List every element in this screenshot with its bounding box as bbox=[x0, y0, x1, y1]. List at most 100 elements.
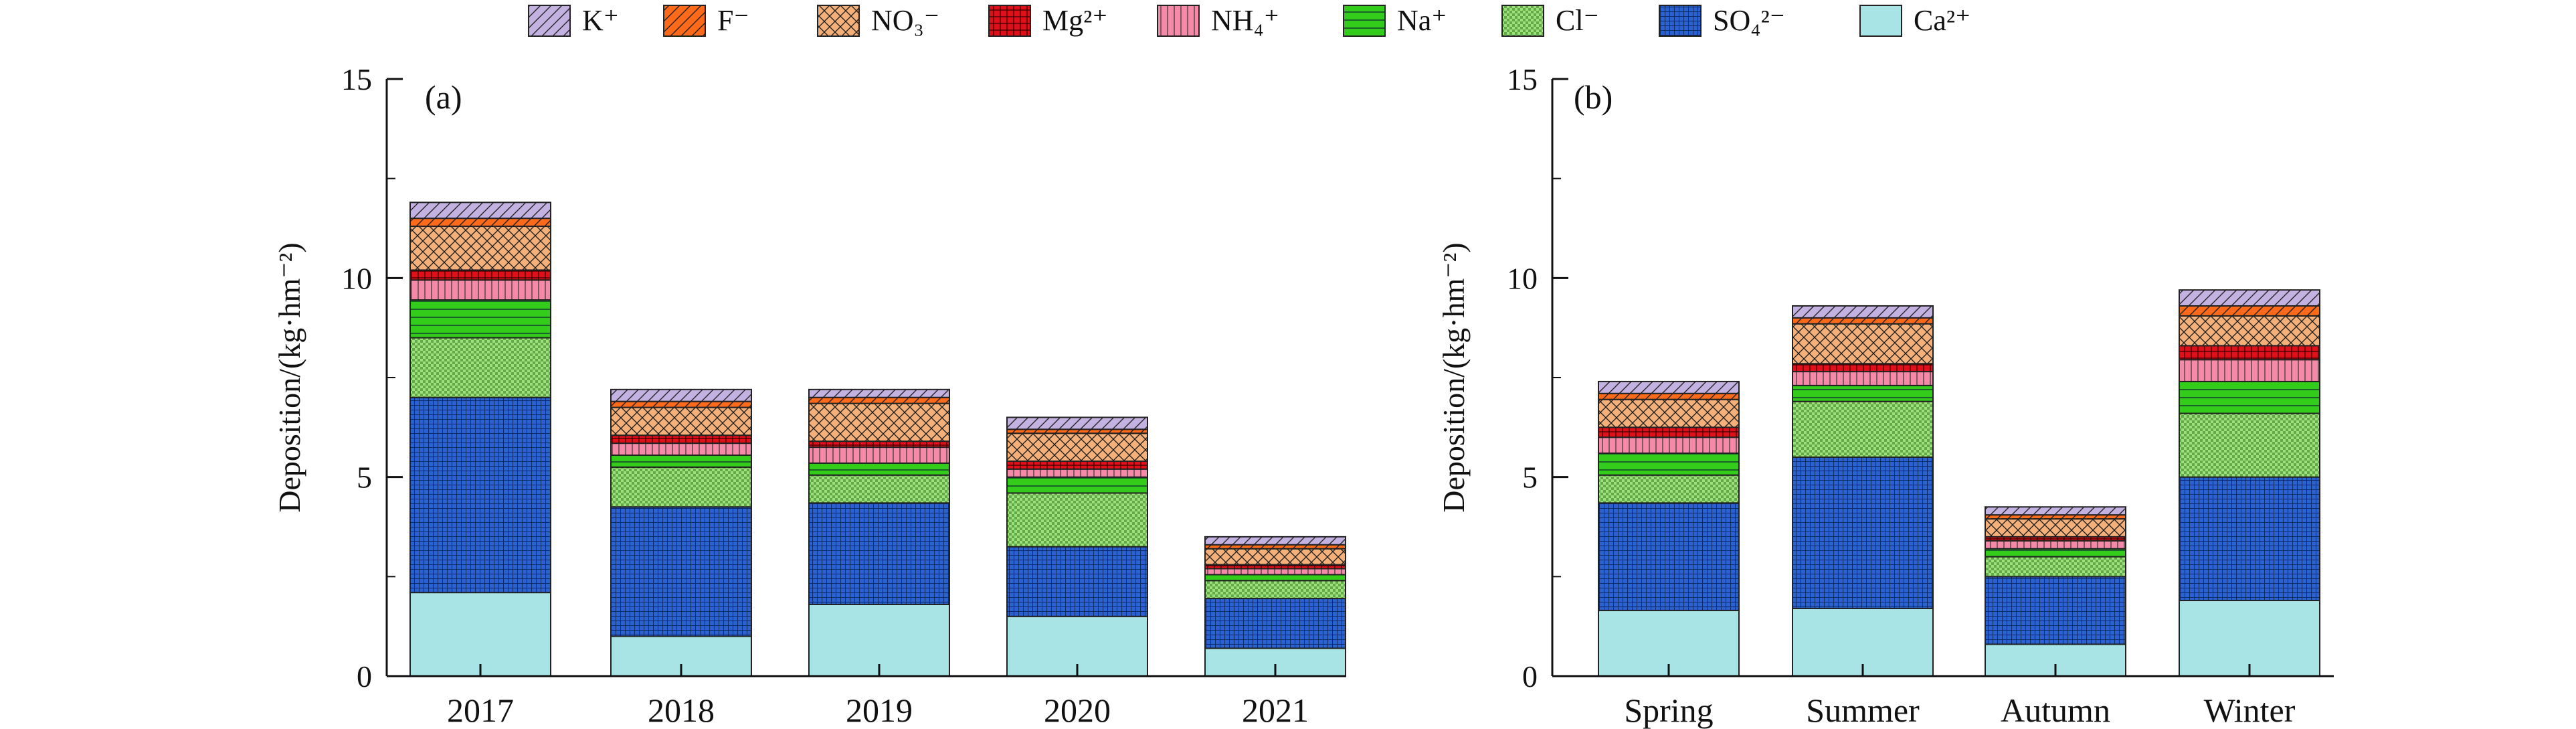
legend-swatch-cl bbox=[1501, 5, 1544, 37]
panel-a-xtick-label-2019: 2019 bbox=[846, 692, 913, 729]
panel-a-bar-2018-no3 bbox=[610, 406, 752, 436]
panel-b-bar-winter-so4 bbox=[2179, 476, 2320, 602]
legend-swatch-no3 bbox=[817, 5, 860, 37]
panel-a-bar-2019-na bbox=[808, 462, 950, 476]
panel-a-bar-2017-cl bbox=[409, 337, 551, 398]
panel-a-bar-2021-na bbox=[1204, 574, 1346, 582]
panel-a-bar-2018-cl bbox=[610, 466, 752, 508]
panel-b-bar-spring-mg bbox=[1598, 426, 1740, 438]
panel-b-bar-winter-no3 bbox=[2179, 315, 2320, 347]
legend-label-k: K⁺ bbox=[582, 4, 619, 37]
legend-label-ca: Ca²⁺ bbox=[1914, 4, 1970, 37]
panel-a-bar-2019-k bbox=[808, 388, 950, 398]
panel-a-bar-2020-mg bbox=[1006, 460, 1148, 470]
panel-a-bar-2020-so4 bbox=[1006, 546, 1148, 617]
legend-item-mg: Mg²⁺ bbox=[988, 4, 1108, 37]
panel-b-bar-spring-so4 bbox=[1598, 502, 1740, 611]
panel-b-ytick-label-5: 5 bbox=[1522, 461, 1538, 495]
legend-label-no3: NO₃⁻ bbox=[871, 4, 939, 37]
panel-b-bar-spring-no3 bbox=[1598, 398, 1740, 428]
panel-a-bar-2019-so4 bbox=[808, 502, 950, 605]
panel-a-bar-2018-f bbox=[610, 400, 752, 408]
panel-b-bars bbox=[1598, 289, 2320, 677]
panel-b-xtick-label-autumn: Autumn bbox=[2001, 692, 2110, 729]
panel-a-bar-2019-cl bbox=[808, 474, 950, 504]
panel-a-ytick-label-15: 15 bbox=[341, 62, 372, 96]
panel-b-bar-summer-no3 bbox=[1792, 323, 1934, 365]
panel-b-bar-summer-f bbox=[1792, 317, 1934, 325]
panel-a-bar-2019-mg bbox=[808, 440, 950, 449]
legend-label-so4: SO₄²⁻ bbox=[1713, 4, 1785, 37]
panel-a-ytick-label-10: 10 bbox=[341, 261, 372, 295]
legend-swatch-so4 bbox=[1659, 5, 1701, 37]
panel-a-xtick-label-2020: 2020 bbox=[1044, 692, 1111, 729]
legend: K⁺ F⁻ NO₃⁻ Mg²⁺ NH₄⁺ Na⁺ Cl⁻ SO₄²⁻ Ca²⁺ bbox=[528, 4, 1970, 37]
legend-item-no3: NO₃⁻ bbox=[817, 4, 939, 37]
panel-a-bar-2017-nh4 bbox=[409, 279, 551, 301]
panel-a-xtick-label-2021: 2021 bbox=[1242, 692, 1309, 729]
legend-swatch-nh4 bbox=[1157, 5, 1200, 37]
panel-b-bar-autumn-cl bbox=[1985, 556, 2126, 578]
panel-b-bar-spring-na bbox=[1598, 452, 1740, 476]
legend-item-k: K⁺ bbox=[528, 4, 619, 37]
panel-a-bar-2018-mg bbox=[610, 434, 752, 444]
panel-a-bar-2017-so4 bbox=[409, 396, 551, 594]
panel-b-bar-winter-cl bbox=[2179, 412, 2320, 478]
panel-b-bar-autumn-k bbox=[1985, 506, 2126, 516]
panel-b-bar-summer-nh4 bbox=[1792, 371, 1934, 386]
panel-b-bar-summer-cl bbox=[1792, 400, 1934, 458]
panel-a-bar-2018-nh4 bbox=[610, 442, 752, 456]
panel-a-bar-2021-cl bbox=[1204, 580, 1346, 600]
legend-item-na: Na⁺ bbox=[1343, 4, 1447, 37]
panel-a-ylabel: Deposition/(kg·hm⁻²) bbox=[272, 242, 306, 512]
legend-swatch-ca bbox=[1859, 5, 1902, 37]
panel-b-xtick-label-spring: Spring bbox=[1624, 692, 1713, 729]
panel-a-bar-2019-nh4 bbox=[808, 447, 950, 464]
panel-b-ytick-label-0: 0 bbox=[1522, 659, 1538, 694]
panel-a-chart: 0 5 10 15 2017 2018 2019 2020 2021 (a) Deposition/… bbox=[272, 62, 1346, 729]
panel-b-bar-autumn-nh4 bbox=[1985, 540, 2126, 550]
panel-b-bar-winter-mg bbox=[2179, 345, 2320, 361]
legend-swatch-mg bbox=[988, 5, 1031, 37]
panel-b-bar-winter-f bbox=[2179, 305, 2320, 317]
panel-a-bar-2017-ca bbox=[409, 592, 551, 677]
panel-a-bar-2020-nh4 bbox=[1006, 468, 1148, 478]
panel-a-bar-2021-no3 bbox=[1204, 548, 1346, 566]
panel-b-ylabel: Deposition/(kg·hm⁻²) bbox=[1437, 242, 1471, 512]
panel-b-bar-summer-so4 bbox=[1792, 456, 1934, 609]
panel-b-ytick-label-15: 15 bbox=[1507, 62, 1538, 96]
panel-a-ytick-label-5: 5 bbox=[357, 461, 372, 495]
panel-b-bar-summer-na bbox=[1792, 384, 1934, 402]
legend-item-cl: Cl⁻ bbox=[1501, 4, 1599, 37]
panel-a-bar-2017-no3 bbox=[409, 226, 551, 271]
panel-a-bar-2020-na bbox=[1006, 476, 1148, 494]
legend-label-f: F⁻ bbox=[717, 4, 749, 37]
panel-b-bar-spring-k bbox=[1598, 380, 1740, 394]
panel-b-bar-autumn-so4 bbox=[1985, 576, 2126, 645]
legend-swatch-f bbox=[663, 5, 706, 37]
legend-label-mg: Mg²⁺ bbox=[1042, 4, 1108, 37]
legend-item-ca: Ca²⁺ bbox=[1859, 4, 1970, 37]
panel-b-chart: 0 5 10 15 Spring Summer Autumn Winter (b) Deposit… bbox=[1437, 62, 2334, 729]
panel-b-ytick-label-10: 10 bbox=[1507, 261, 1538, 295]
panel-a-bar-2019-f bbox=[808, 396, 950, 404]
panel-b-bar-autumn-na bbox=[1985, 548, 2126, 558]
panel-a-ytick-label-0: 0 bbox=[357, 659, 372, 694]
panel-a-xtick-label-2017: 2017 bbox=[447, 692, 514, 729]
panel-a-bar-2019-no3 bbox=[808, 402, 950, 442]
panel-b-label: (b) bbox=[1574, 78, 1613, 116]
panel-b-bar-winter-ca bbox=[2179, 600, 2320, 677]
legend-label-na: Na⁺ bbox=[1397, 4, 1447, 37]
panel-a-bar-2020-k bbox=[1006, 416, 1148, 430]
legend-item-f: F⁻ bbox=[663, 4, 749, 37]
panel-b-bar-winter-na bbox=[2179, 380, 2320, 414]
panel-b-bar-spring-f bbox=[1598, 392, 1740, 400]
panel-b-bar-autumn-no3 bbox=[1985, 518, 2126, 538]
panel-a-bar-2018-na bbox=[610, 454, 752, 468]
legend-item-so4: SO₄²⁻ bbox=[1659, 4, 1785, 37]
panel-a-bar-2017-na bbox=[409, 299, 551, 339]
panel-a-bar-2018-k bbox=[610, 388, 752, 402]
legend-swatch-k bbox=[528, 5, 571, 37]
panel-a-bar-2020-cl bbox=[1006, 492, 1148, 548]
legend-label-cl: Cl⁻ bbox=[1556, 4, 1599, 37]
